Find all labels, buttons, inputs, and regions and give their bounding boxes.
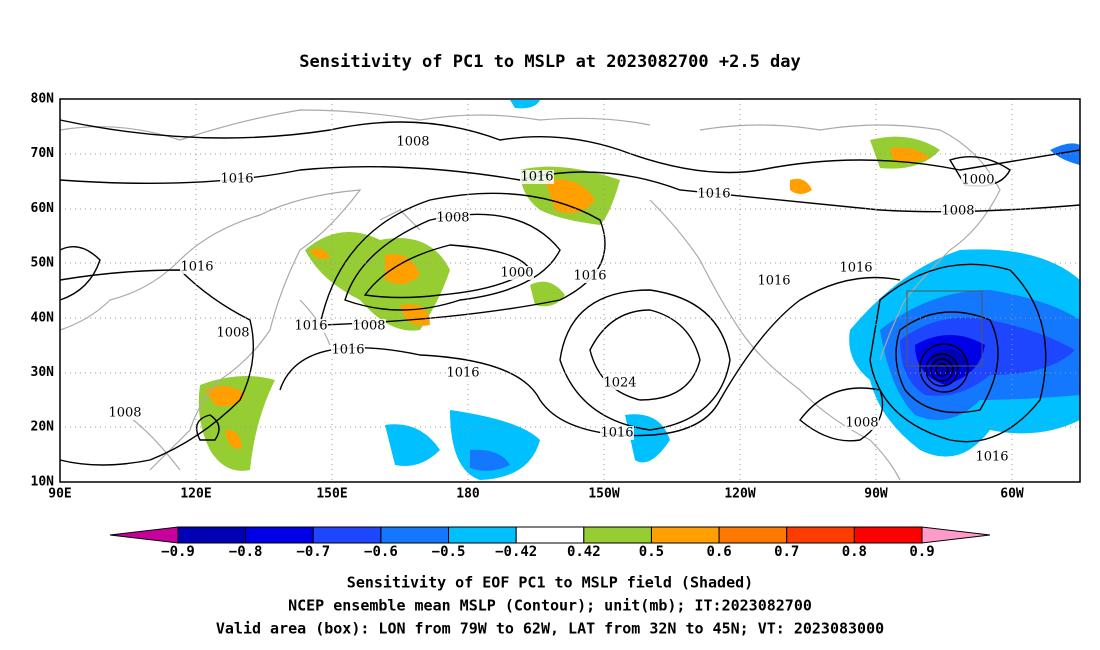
colorbar-label: −0.6: [364, 544, 398, 560]
lon-label: 120E: [180, 487, 211, 502]
contour-label: 1016: [180, 260, 213, 275]
contour-label: 1016: [697, 187, 730, 202]
lat-label: 80N: [31, 92, 55, 107]
lat-label: 30N: [31, 365, 55, 380]
contour-label: 1016: [331, 343, 364, 358]
colorbar-low: [109, 526, 179, 544]
contour-label-bg: [845, 416, 879, 430]
colorbar-box: [312, 526, 382, 544]
colorbar-label: 0.5: [639, 544, 664, 560]
contour-label-bg: [352, 319, 386, 333]
colorbar-label: 0.7: [774, 544, 799, 560]
contour-label-bg: [573, 269, 607, 283]
contour-label: 1008: [108, 406, 141, 421]
contour-label-bg: [180, 260, 214, 274]
colorbar-box: [245, 526, 314, 544]
colorbar-box: [786, 526, 855, 544]
contour-label: 1008: [941, 204, 974, 219]
colorbar-high: [921, 526, 991, 544]
colorbar-box: [448, 526, 517, 544]
lon-label: 150W: [588, 487, 619, 502]
lon-label: 150E: [316, 487, 347, 502]
contour-label: 1016: [600, 426, 633, 441]
colorbar-label: −0.42: [495, 544, 537, 560]
contour-label: 1008: [396, 135, 429, 150]
map-area: [59, 98, 1081, 483]
contour-label-bg: [220, 172, 254, 186]
contour-label-bg: [446, 366, 480, 380]
caption-line: NCEP ensemble mean MSLP (Contour); unit(…: [288, 597, 812, 615]
contour-label-bg: [600, 426, 634, 440]
contour-label-bg: [436, 211, 470, 225]
valid-area-box: [906, 290, 983, 367]
lon-label: 180: [456, 487, 480, 502]
contour-label-bg: [396, 135, 430, 149]
contour-label: 1008: [216, 326, 249, 341]
contour-label: 1008: [845, 416, 878, 431]
colorbar-label: 0.8: [842, 544, 867, 560]
contour-label: 1008: [352, 319, 385, 334]
colorbar-label: 0.6: [706, 544, 731, 560]
contour-label-bg: [216, 326, 250, 340]
contour-label-bg: [500, 266, 534, 280]
lat-label: 40N: [31, 310, 55, 325]
contour-label-bg: [108, 406, 142, 420]
contour-label-bg: [294, 319, 328, 333]
contour-label: 1016: [975, 450, 1008, 465]
lat-label: 10N: [31, 474, 55, 489]
colorbar-box: [718, 526, 788, 544]
contour-label-bg: [520, 170, 554, 184]
lat-label: 70N: [31, 146, 55, 161]
colorbar-box: [380, 526, 450, 544]
caption-line: Valid area (box): LON from 79W to 62W, L…: [216, 620, 884, 638]
contour-label: 1016: [757, 274, 790, 289]
contour-label: 1016: [294, 319, 327, 334]
lat-label: 20N: [31, 420, 55, 435]
colorbar-box: [177, 526, 247, 544]
lat-label: 60N: [31, 201, 55, 216]
map-frame: [59, 98, 1081, 483]
contour-label-bg: [961, 173, 995, 187]
contour-label-bg: [941, 204, 975, 218]
lon-label: 90W: [864, 487, 888, 502]
colorbar-label: −0.9: [161, 544, 195, 560]
contour-label-bg: [697, 187, 731, 201]
caption-line: Sensitivity of EOF PC1 to MSLP field (Sh…: [347, 574, 753, 592]
contour-label-bg: [757, 274, 791, 288]
colorbar-box: [515, 526, 585, 544]
contour-label: 1016: [520, 170, 553, 185]
contour-label: 1016: [220, 172, 253, 187]
grid: [60, 99, 1080, 482]
contour-label-bg: [603, 376, 637, 390]
colorbar-box: [583, 526, 652, 544]
lon-label: 60W: [1000, 487, 1024, 502]
colorbar-box: [853, 526, 923, 544]
colorbar-label: −0.5: [432, 544, 466, 560]
contour-label: 1008: [436, 211, 469, 226]
colorbar-label: 0.9: [909, 544, 934, 560]
lon-label: 120W: [724, 487, 755, 502]
contour-label: 1016: [446, 366, 479, 381]
contour-label-bg: [331, 343, 365, 357]
contour-label-bg: [839, 261, 873, 275]
colorbar-label: −0.8: [229, 544, 263, 560]
contours: [59, 119, 1081, 466]
colorbar-label: −0.7: [296, 544, 330, 560]
contour-label: 1000: [961, 173, 994, 188]
lat-label: 50N: [31, 256, 55, 271]
title: Sensitivity of PC1 to MSLP at 2023082700…: [299, 52, 801, 72]
contour-label: 1016: [573, 269, 606, 284]
colorbar-box: [650, 526, 720, 544]
lon-label: 90E: [48, 487, 71, 502]
contour-label: 1024: [603, 376, 636, 391]
contour-label: 1000: [500, 266, 533, 281]
colorbar-label: 0.42: [567, 544, 601, 560]
contour-label-bg: [975, 450, 1009, 464]
contour-label: 1016: [839, 261, 872, 276]
